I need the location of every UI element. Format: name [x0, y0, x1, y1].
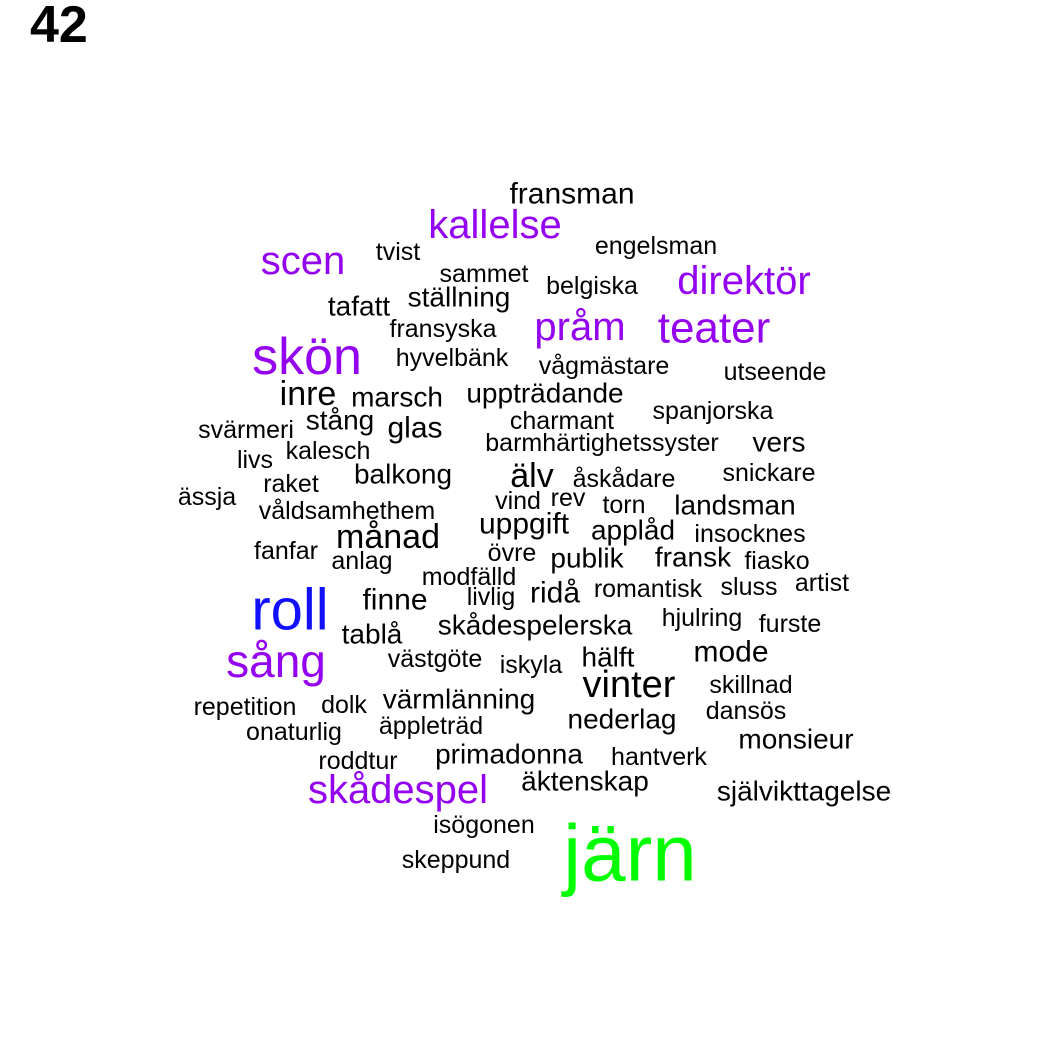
word-hantverk: hantverk — [611, 743, 707, 771]
word-dansos: dansös — [706, 697, 787, 725]
word-roll: roll — [251, 578, 328, 643]
word-artist: artist — [795, 569, 849, 597]
word-dolk: dolk — [321, 691, 367, 719]
word-marsch: marsch — [351, 382, 443, 413]
word-vers: vers — [753, 427, 806, 458]
word-skillnad: skillnad — [709, 671, 792, 699]
word-torn: torn — [602, 491, 645, 519]
word-landsman: landsman — [674, 490, 795, 521]
word-vastgote: västgöte — [388, 645, 483, 673]
word-rida: ridå — [530, 577, 580, 610]
word-skeppund: skeppund — [402, 846, 510, 874]
word-kalesch: kalesch — [286, 437, 371, 465]
word-isogonen: isögonen — [433, 811, 534, 839]
word-alv: älv — [510, 457, 553, 495]
word-kallelse: kallelse — [428, 203, 561, 247]
word-scen: scen — [261, 239, 346, 283]
word-fransyska: fransyska — [390, 315, 497, 343]
word-direktor: direktör — [677, 259, 810, 303]
word-charmant: charmant — [510, 407, 614, 435]
word-primadonna: primadonna — [435, 739, 583, 770]
word-glas: glas — [387, 412, 442, 445]
word-stallning: ställning — [408, 282, 511, 313]
word-anlag: anlag — [331, 547, 392, 575]
word-fransman: fransman — [509, 178, 634, 211]
word-uppgift: uppgift — [479, 508, 570, 541]
word-assja: ässja — [178, 483, 236, 511]
word-stang: stång — [306, 405, 375, 436]
word-vind: vind — [495, 487, 541, 515]
word-jarn: järn — [561, 809, 696, 898]
word-tafatt: tafatt — [328, 291, 390, 322]
word-repetition: repetition — [194, 693, 297, 721]
word-utseende: utseende — [724, 358, 827, 386]
word-skon: skön — [252, 328, 362, 386]
word-upptradande: uppträdande — [466, 378, 623, 409]
word-halft: hälft — [582, 642, 635, 673]
word-publik: publik — [550, 543, 624, 574]
word-onaturlig: onaturlig — [246, 718, 342, 746]
word-engelsman: engelsman — [595, 232, 717, 260]
word-fiasko: fiasko — [744, 547, 809, 575]
word-varmlanning: värmlänning — [383, 684, 536, 715]
word-rev: rev — [551, 484, 586, 512]
word-askadare: åskådare — [573, 465, 676, 493]
word-belgiska: belgiska — [546, 272, 638, 300]
word-hyvelbank: hyvelbänk — [396, 344, 509, 372]
word-fransk: fransk — [655, 542, 732, 573]
word-finne: finne — [362, 584, 427, 617]
word-valdsamhethem: våldsamhethem — [259, 497, 435, 525]
panel-number: 42 — [30, 0, 88, 54]
word-manad: månad — [336, 518, 440, 556]
word-aktenskap: äktenskap — [521, 766, 649, 797]
word-fanfar: fanfar — [254, 537, 318, 565]
word-skadespelerska: skådespelerska — [438, 610, 633, 641]
word-skadespel: skådespel — [308, 768, 488, 812]
word-inre: inre — [280, 375, 337, 413]
word-spanjorska: spanjorska — [653, 397, 774, 425]
word-ovre: övre — [488, 539, 537, 567]
word-tabla: tablå — [342, 619, 403, 650]
word-appletrad: äppleträd — [379, 712, 483, 740]
word-vagmastare: vågmästare — [539, 352, 670, 380]
word-insocknes: insocknes — [694, 520, 805, 548]
word-teater: teater — [658, 304, 771, 353]
word-roddtur: roddtur — [318, 747, 397, 775]
word-barmhartighetssyster: barmhärtighetssyster — [485, 429, 718, 457]
word-iskyla: iskyla — [500, 651, 563, 679]
word-modfalld: modfälld — [422, 563, 517, 591]
word-tvist: tvist — [376, 238, 421, 266]
word-sluss: sluss — [721, 573, 778, 601]
word-romantisk: romantisk — [594, 575, 703, 603]
word-mode: mode — [693, 636, 768, 669]
word-raket: raket — [263, 470, 319, 498]
word-pram: pråm — [534, 305, 625, 349]
word-svarmeri: svärmeri — [198, 416, 294, 444]
word-monsieur: monsieur — [738, 724, 853, 755]
word-livs: livs — [237, 446, 273, 474]
word-snickare: snickare — [722, 459, 815, 487]
word-applad: applåd — [591, 515, 675, 546]
word-furste: furste — [759, 610, 822, 638]
word-livlig: livlig — [467, 583, 516, 611]
word-sammet: sammet — [440, 260, 529, 288]
word-balkong: balkong — [354, 459, 452, 490]
word-sang: sång — [226, 635, 326, 687]
word-nederlag: nederlag — [568, 704, 677, 735]
word-sjalvikttagelse: självikttagelse — [717, 776, 891, 807]
word-hjulring: hjulring — [662, 604, 743, 632]
word-vinter: vinter — [583, 664, 676, 706]
